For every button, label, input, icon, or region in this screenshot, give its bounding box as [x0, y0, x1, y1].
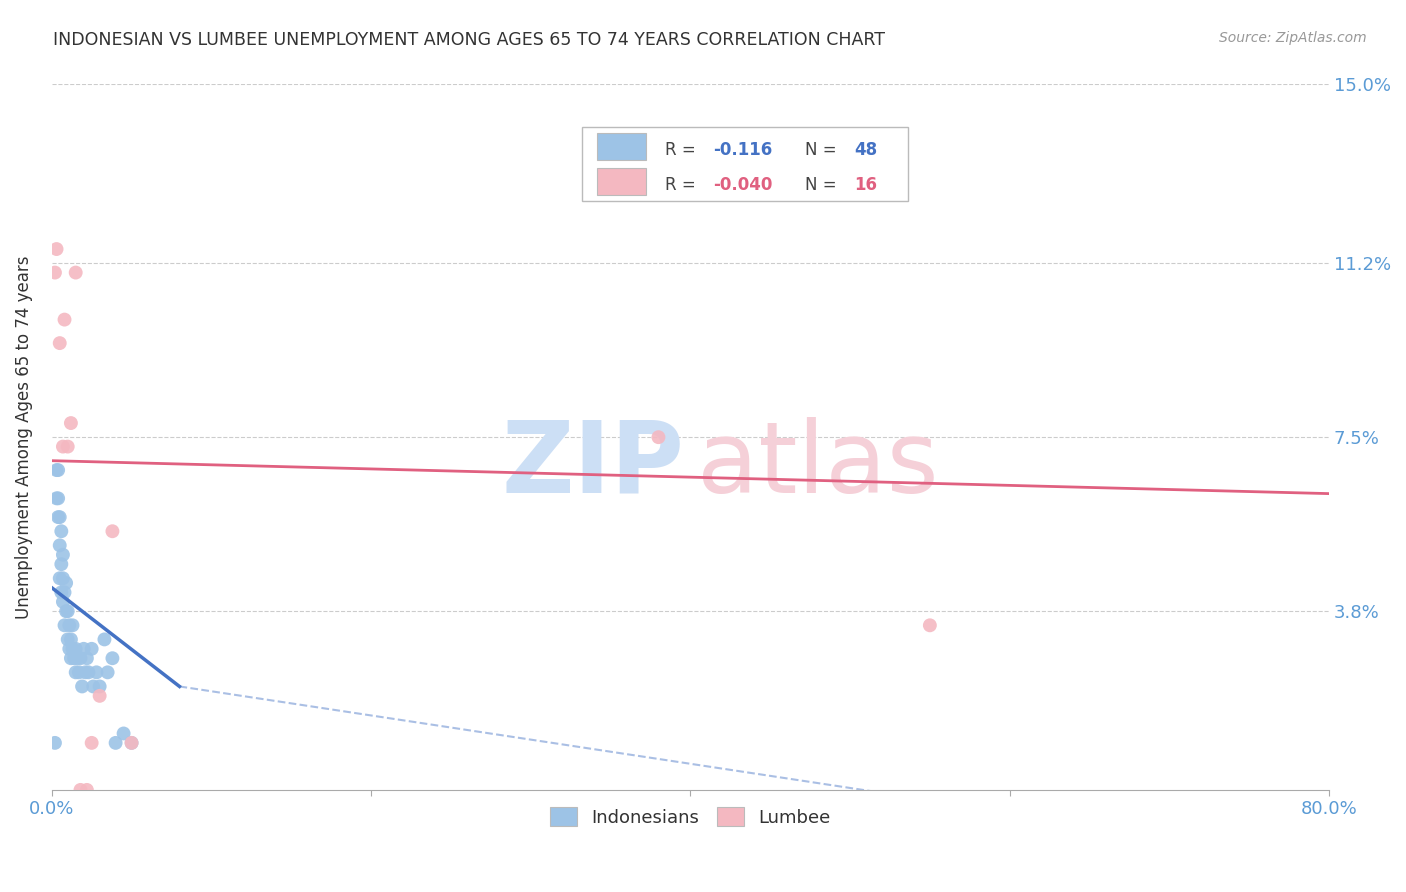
Point — [44, 736, 66, 750]
Point — [52, 440, 75, 454]
Point — [112, 726, 135, 740]
Point — [66, 651, 89, 665]
Legend: Indonesians, Lumbee: Indonesians, Lumbee — [543, 800, 838, 834]
FancyBboxPatch shape — [582, 127, 907, 201]
Point — [53, 312, 76, 326]
Point — [53, 618, 76, 632]
Text: N =: N = — [806, 177, 837, 194]
Point — [121, 736, 143, 750]
Point — [67, 665, 90, 680]
Text: Source: ZipAtlas.com: Source: ZipAtlas.com — [1219, 31, 1367, 45]
Text: INDONESIAN VS LUMBEE UNEMPLOYMENT AMONG AGES 65 TO 74 YEARS CORRELATION CHART: INDONESIAN VS LUMBEE UNEMPLOYMENT AMONG … — [53, 31, 886, 49]
Text: ZIP: ZIP — [501, 417, 683, 514]
Point — [48, 538, 70, 552]
Point — [647, 430, 669, 444]
Text: -0.116: -0.116 — [713, 141, 773, 159]
Text: atlas: atlas — [697, 417, 938, 514]
Point — [55, 604, 77, 618]
Point — [56, 632, 79, 647]
Point — [58, 641, 80, 656]
Point — [75, 665, 97, 680]
Point — [89, 689, 111, 703]
FancyBboxPatch shape — [598, 169, 645, 195]
Point — [63, 651, 86, 665]
Point — [45, 242, 67, 256]
Point — [45, 491, 67, 506]
Point — [62, 618, 84, 632]
Point — [51, 585, 73, 599]
Point — [52, 571, 75, 585]
Point — [45, 463, 67, 477]
Point — [69, 651, 91, 665]
Point — [56, 440, 79, 454]
Point — [80, 736, 103, 750]
Point — [65, 665, 87, 680]
Point — [53, 585, 76, 599]
Text: R =: R = — [665, 141, 696, 159]
FancyBboxPatch shape — [598, 133, 645, 160]
Text: 16: 16 — [853, 177, 877, 194]
Point — [51, 524, 73, 539]
Point — [97, 665, 120, 680]
Point — [46, 463, 69, 477]
Point — [56, 604, 79, 618]
Point — [44, 266, 66, 280]
Point — [73, 641, 96, 656]
Point — [52, 548, 75, 562]
Point — [59, 416, 82, 430]
Point — [65, 266, 87, 280]
Point — [77, 665, 100, 680]
Point — [58, 618, 80, 632]
Point — [69, 783, 91, 797]
Point — [65, 641, 87, 656]
Point — [101, 524, 124, 539]
Point — [104, 736, 127, 750]
Point — [46, 491, 69, 506]
Text: -0.040: -0.040 — [713, 177, 773, 194]
Point — [59, 651, 82, 665]
Text: N =: N = — [806, 141, 837, 159]
Point — [80, 641, 103, 656]
Point — [76, 783, 98, 797]
Point — [48, 336, 70, 351]
Point — [51, 557, 73, 571]
Point — [46, 510, 69, 524]
Point — [62, 641, 84, 656]
Point — [101, 651, 124, 665]
Text: R =: R = — [665, 177, 696, 194]
Point — [48, 510, 70, 524]
Point — [918, 618, 941, 632]
Point — [93, 632, 115, 647]
Point — [82, 680, 104, 694]
Point — [55, 576, 77, 591]
Point — [52, 595, 75, 609]
Point — [121, 736, 143, 750]
Point — [76, 651, 98, 665]
Text: 48: 48 — [853, 141, 877, 159]
Y-axis label: Unemployment Among Ages 65 to 74 years: Unemployment Among Ages 65 to 74 years — [15, 255, 32, 619]
Point — [70, 680, 93, 694]
Point — [59, 632, 82, 647]
Point — [89, 680, 111, 694]
Point — [48, 571, 70, 585]
Point — [86, 665, 108, 680]
